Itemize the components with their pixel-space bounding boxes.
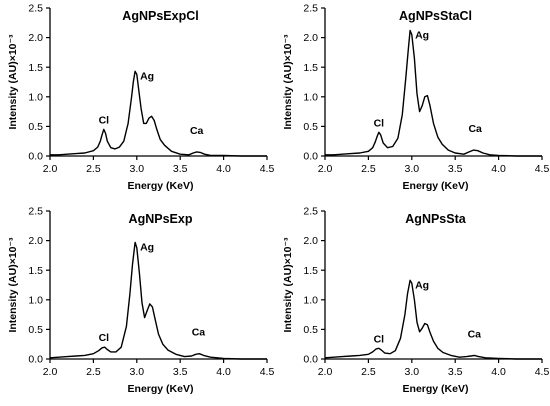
peak-label-ag: Ag [140,70,154,82]
y-tick-label: 1.0 [28,91,43,103]
peak-label-cl: Cl [99,332,110,344]
peak-label-ag: Ag [140,241,154,253]
y-tick-label: 2.0 [28,235,43,247]
x-tick-label: 4.0 [216,366,231,378]
x-tick-label: 3.0 [129,163,144,175]
x-tick-label: 3.0 [129,366,144,378]
y-tick-label: 1.0 [303,294,318,306]
x-tick-label: 3.5 [173,366,188,378]
peak-label-ca: Ca [192,327,206,339]
y-tick-label: 0.0 [28,354,43,366]
peak-label-cl: Cl [374,333,385,345]
x-tick-label: 3.5 [173,163,188,175]
y-tick-label: 1.5 [28,265,43,277]
x-tick-label: 2.5 [86,366,101,378]
x-axis-label: Energy (KeV) [128,383,194,395]
y-tick-label: 0.0 [28,151,43,163]
y-tick-label: 2.5 [28,206,43,218]
x-tick-label: 4.5 [535,163,550,175]
y-tick-label: 0.5 [303,324,318,336]
y-tick-label: 2.0 [28,32,43,44]
y-tick-label: 1.5 [28,62,43,74]
x-tick-label: 2.5 [361,366,376,378]
chart-title: AgNPsStaCl [399,9,472,23]
chart-svg: 0.0 0.5 1.0 1.5 2.0 2.5 2.0 2.5 3.0 3.5 4.0 4.5 Ener… [282,206,550,395]
spectrum-line [325,29,542,157]
chart-panel-agnpssta: 0.0 0.5 1.0 1.5 2.0 2.5 2.0 2.5 3.0 3.5 4.0 4.5 Ener… [275,203,550,406]
chart-svg: 0.0 0.5 1.0 1.5 2.0 2.5 2.0 2.5 3.0 3.5 4.0 4.5 Ener… [7,206,275,395]
x-tick-label: 3.5 [448,366,463,378]
spectrum-line [49,241,267,360]
chart-panel-agnpsexpcl: 0.0 0.5 1.0 1.5 2.0 2.5 2.0 2.5 3.0 3.5 4.0 4.5 Ener… [0,0,275,203]
x-tick-label: 2.5 [361,163,376,175]
x-tick-label: 2.0 [43,366,58,378]
y-tick-label: 2.5 [303,3,318,15]
x-tick-label: 3.0 [404,163,419,175]
x-tick-label: 4.0 [216,163,231,175]
spectrum-line [324,279,542,360]
y-axis-label: Intensity (AU)×10⁻³ [282,237,294,333]
y-tick-label: 0.5 [28,324,43,336]
x-tick-label: 3.5 [448,163,463,175]
x-tick-label: 2.0 [318,163,333,175]
x-axis-label: Energy (KeV) [403,383,469,395]
y-tick-label: 1.5 [303,265,318,277]
x-axis-label: Energy (KeV) [128,180,194,192]
x-tick-label: 4.0 [491,163,506,175]
y-tick-label: 1.0 [303,91,318,103]
spectrum-line [50,70,267,157]
peak-label-cl: Cl [374,117,385,129]
y-tick-label: 2.5 [28,3,43,15]
chart-title: AgNPsSta [405,212,466,226]
peak-label-ca: Ca [468,123,482,135]
peak-label-cl: Cl [99,114,110,126]
y-tick-label: 2.5 [303,206,318,218]
x-tick-label: 2.5 [86,163,101,175]
y-tick-label: 0.0 [303,151,318,163]
y-axis-label: Intensity (AU)×10⁻³ [7,237,19,333]
x-tick-label: 4.5 [260,366,275,378]
peak-label-ca: Ca [190,125,204,137]
peak-label-ca: Ca [468,328,482,340]
x-tick-label: 2.0 [43,163,58,175]
x-tick-label: 4.5 [260,163,275,175]
y-tick-label: 1.5 [303,62,318,74]
y-tick-label: 0.0 [303,354,318,366]
chart-svg: 0.0 0.5 1.0 1.5 2.0 2.5 2.0 2.5 3.0 3.5 4.0 4.5 Ener… [282,3,550,192]
y-axis-label: Intensity (AU)×10⁻³ [7,34,19,130]
x-tick-label: 2.0 [318,366,333,378]
chart-svg: 0.0 0.5 1.0 1.5 2.0 2.5 2.0 2.5 3.0 3.5 4.0 4.5 Ener… [7,3,275,192]
chart-panel-agnpsstacl: 0.0 0.5 1.0 1.5 2.0 2.5 2.0 2.5 3.0 3.5 4.0 4.5 Ener… [275,0,550,203]
x-tick-label: 4.5 [535,366,550,378]
y-tick-label: 2.0 [303,235,318,247]
chart-panel-agnpsexp: 0.0 0.5 1.0 1.5 2.0 2.5 2.0 2.5 3.0 3.5 4.0 4.5 Ener… [0,203,275,406]
x-tick-label: 3.0 [404,366,419,378]
y-tick-label: 2.0 [303,32,318,44]
y-tick-label: 0.5 [303,121,318,133]
x-tick-label: 4.0 [491,366,506,378]
chart-title: AgNPsExp [129,212,193,226]
chart-title: AgNPsExpCl [122,9,198,23]
peak-label-ag: Ag [415,29,429,41]
y-tick-label: 1.0 [28,294,43,306]
y-tick-label: 0.5 [28,121,43,133]
x-axis-label: Energy (KeV) [403,180,469,192]
peak-label-ag: Ag [415,279,429,291]
y-axis-label: Intensity (AU)×10⁻³ [282,34,294,130]
